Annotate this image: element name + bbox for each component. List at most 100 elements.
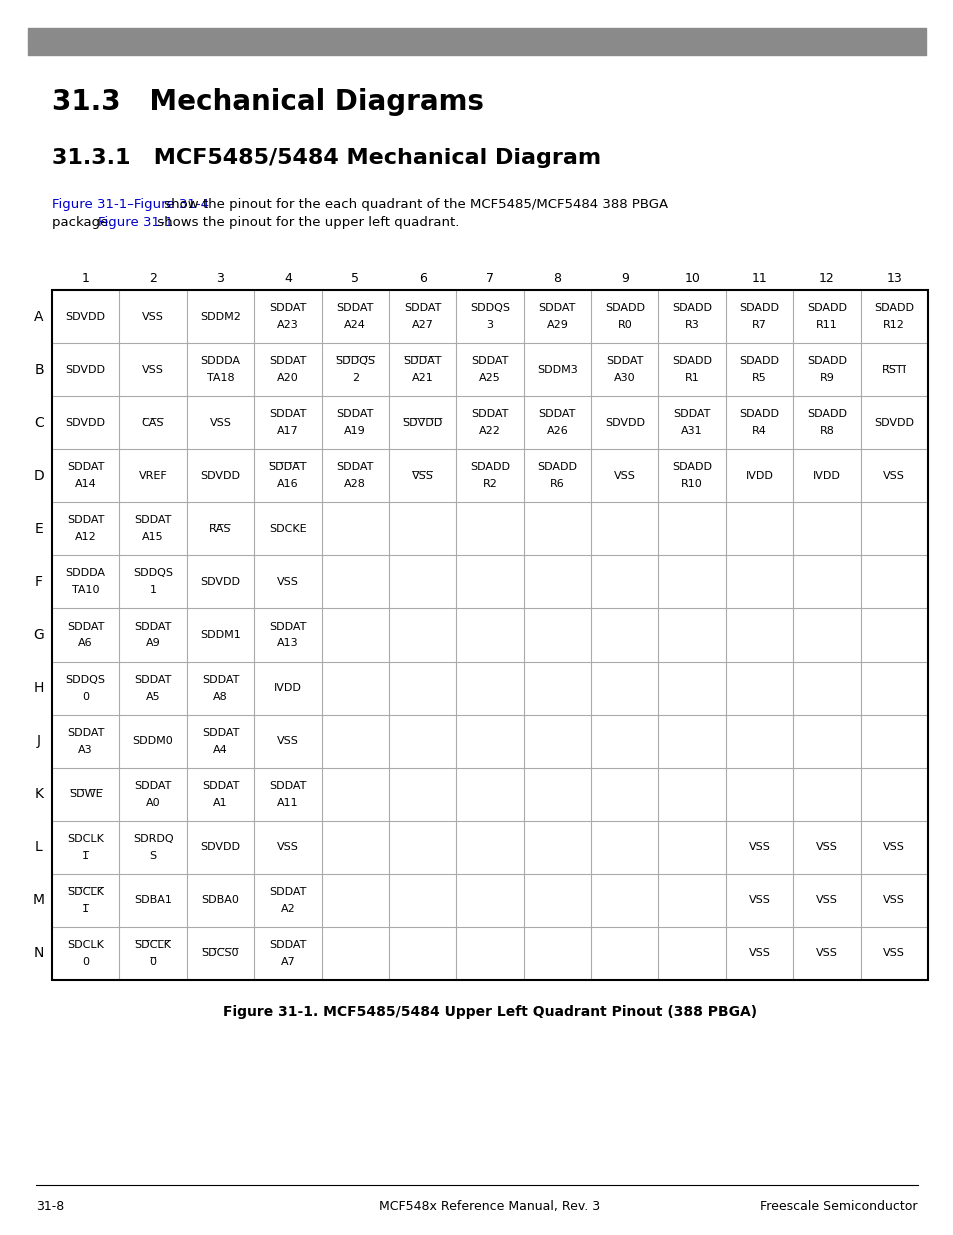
Text: R̅A̅S̅: R̅A̅S̅ [209,524,232,534]
Text: VSS: VSS [815,948,837,958]
Text: SDDM2: SDDM2 [200,311,241,321]
Text: SDDAT: SDDAT [269,781,306,790]
Text: 0: 0 [82,692,89,701]
Text: VSS: VSS [276,736,298,746]
Text: SDDAT: SDDAT [269,303,306,314]
Text: SDADD: SDADD [672,462,711,472]
Text: Figure 31-1. MCF5485/5484 Upper Left Quadrant Pinout (388 PBGA): Figure 31-1. MCF5485/5484 Upper Left Qua… [223,1005,757,1019]
Text: SDCLK: SDCLK [67,940,104,950]
Text: SDDQS: SDDQS [66,674,106,684]
Text: SDDQS: SDDQS [470,303,510,314]
Text: S̅D̅C̅L̅K̅: S̅D̅C̅L̅K̅ [67,887,104,897]
Text: C: C [34,416,44,430]
Text: SDDAT: SDDAT [336,462,374,472]
Text: A: A [34,310,44,324]
Text: 8: 8 [553,272,560,285]
Text: package.: package. [52,216,116,228]
Text: H: H [33,680,44,695]
Text: SDDAT: SDDAT [67,621,104,631]
Text: SDADD: SDADD [537,462,577,472]
Text: SDDAT: SDDAT [202,781,239,790]
Text: SDRDQ: SDRDQ [132,834,173,844]
Text: SDCKE: SDCKE [269,524,306,534]
Text: SDDAT: SDDAT [67,515,104,525]
Text: S: S [150,851,156,861]
Text: A12: A12 [74,532,96,542]
Text: show the pinout for the each quadrant of the MCF5485/MCF5484 388 PBGA: show the pinout for the each quadrant of… [160,198,667,211]
Text: 1̅: 1̅ [82,904,89,914]
Text: SDDAT: SDDAT [269,409,306,419]
Text: R12: R12 [882,320,904,330]
Text: 10: 10 [683,272,700,285]
Text: J: J [37,734,41,748]
Text: A26: A26 [546,426,568,436]
Text: V̅S̅S̅: V̅S̅S̅ [412,471,433,480]
Text: SDDQS: SDDQS [132,568,172,578]
Text: SDADD: SDADD [739,356,779,366]
Text: S̅D̅C̅S̅0̅: S̅D̅C̅S̅0̅ [201,948,239,958]
Text: S̅D̅D̅A̅T̅: S̅D̅D̅A̅T̅ [269,462,307,472]
Text: SDDAT: SDDAT [269,940,306,950]
Text: SDADD: SDADD [739,303,779,314]
Text: 31.3   Mechanical Diagrams: 31.3 Mechanical Diagrams [52,88,483,116]
Bar [52,290,927,981]
Text: S̅D̅W̅E̅: S̅D̅W̅E̅ [69,789,102,799]
Text: SDDAT: SDDAT [471,356,508,366]
Text: 1̅: 1̅ [82,851,89,861]
Text: Freescale Semiconductor: Freescale Semiconductor [760,1200,917,1213]
Text: A24: A24 [344,320,366,330]
Text: TA10: TA10 [71,585,99,595]
Text: R1: R1 [684,373,699,383]
Text: SDVDD: SDVDD [66,311,106,321]
Text: 0̅: 0̅ [150,957,156,967]
Text: VSS: VSS [210,417,232,427]
Text: A11: A11 [276,798,298,808]
Text: 7: 7 [485,272,494,285]
Text: L: L [35,840,43,855]
Text: SDDAT: SDDAT [336,303,374,314]
Text: VSS: VSS [276,842,298,852]
Text: SDDDA: SDDDA [66,568,106,578]
Text: SDDAT: SDDAT [202,727,239,737]
Text: S̅D̅D̅A̅T̅: S̅D̅D̅A̅T̅ [403,356,441,366]
Text: SDDAT: SDDAT [134,674,172,684]
Text: A1: A1 [213,798,228,808]
Text: SDADD: SDADD [873,303,913,314]
Text: 9: 9 [620,272,628,285]
Text: SDVDD: SDVDD [200,577,240,587]
Text: SDVDD: SDVDD [66,364,106,374]
Text: R̅S̅T̅I̅: R̅S̅T̅I̅ [881,364,905,374]
Text: SDDAT: SDDAT [403,303,441,314]
Text: VSS: VSS [276,577,298,587]
Text: A9: A9 [146,638,160,648]
Text: SDDAT: SDDAT [134,515,172,525]
Text: 6: 6 [418,272,426,285]
Text: SDDAT: SDDAT [269,887,306,897]
Text: 31.3.1   MCF5485/5484 Mechanical Diagram: 31.3.1 MCF5485/5484 Mechanical Diagram [52,148,600,168]
Text: A21: A21 [412,373,433,383]
Text: R5: R5 [751,373,766,383]
Text: A5: A5 [146,692,160,701]
Text: F: F [35,576,43,589]
Text: R4: R4 [751,426,766,436]
Text: SDDAT: SDDAT [538,409,576,419]
Text: SDDAT: SDDAT [538,303,576,314]
Text: R7: R7 [751,320,766,330]
Text: VSS: VSS [882,842,904,852]
Text: 1: 1 [150,585,156,595]
Text: SDDM3: SDDM3 [537,364,578,374]
Text: N: N [33,946,44,961]
Text: G: G [33,629,45,642]
Text: SDVDD: SDVDD [66,417,106,427]
Text: M: M [33,893,45,908]
Text: MCF548x Reference Manual, Rev. 3: MCF548x Reference Manual, Rev. 3 [379,1200,600,1213]
Text: 2: 2 [352,373,358,383]
Text: A7: A7 [280,957,294,967]
Text: R11: R11 [815,320,837,330]
Text: SDDAT: SDDAT [134,781,172,790]
Text: SDDDA: SDDDA [200,356,240,366]
Text: IVDD: IVDD [745,471,773,480]
Text: 3: 3 [486,320,493,330]
Text: A15: A15 [142,532,164,542]
Text: R0: R0 [617,320,632,330]
